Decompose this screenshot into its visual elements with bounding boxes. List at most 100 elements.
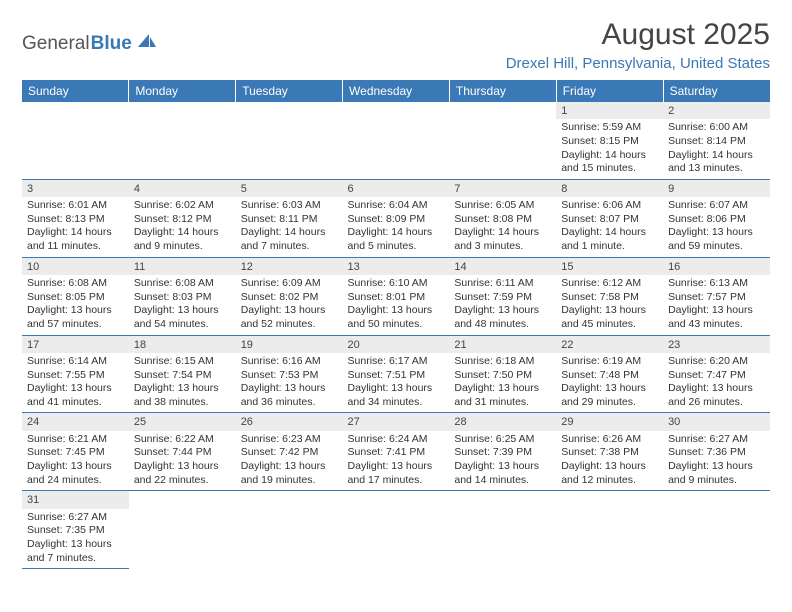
day-number: [129, 491, 236, 508]
day-line: and 3 minutes.: [454, 240, 551, 254]
day-line: and 15 minutes.: [561, 162, 658, 176]
day-number: 27: [343, 413, 450, 430]
calendar-cell: [236, 102, 343, 179]
day-line: and 57 minutes.: [27, 318, 124, 332]
day-line: and 54 minutes.: [134, 318, 231, 332]
day-line: Sunrise: 6:03 AM: [241, 199, 338, 213]
day-line: and 24 minutes.: [27, 474, 124, 488]
day-header-row: SundayMondayTuesdayWednesdayThursdayFrid…: [22, 80, 770, 102]
day-line: Sunrise: 6:17 AM: [348, 355, 445, 369]
day-number: [343, 491, 450, 508]
day-header: Saturday: [663, 80, 770, 102]
day-line: Sunset: 8:02 PM: [241, 291, 338, 305]
calendar-week: 31Sunrise: 6:27 AMSunset: 7:35 PMDayligh…: [22, 491, 770, 569]
day-line: and 31 minutes.: [454, 396, 551, 410]
day-number: 10: [22, 258, 129, 275]
day-body: Sunrise: 6:07 AMSunset: 8:06 PMDaylight:…: [663, 197, 770, 257]
brand-part1: General: [22, 33, 90, 55]
day-number: 4: [129, 180, 236, 197]
day-line: Sunset: 7:35 PM: [27, 524, 124, 538]
day-line: Daylight: 13 hours: [454, 304, 551, 318]
calendar-cell: 10Sunrise: 6:08 AMSunset: 8:05 PMDayligh…: [22, 257, 129, 335]
day-line: Daylight: 13 hours: [348, 460, 445, 474]
day-line: and 5 minutes.: [348, 240, 445, 254]
day-line: Sunrise: 6:20 AM: [668, 355, 765, 369]
day-line: Daylight: 13 hours: [27, 538, 124, 552]
day-line: and 17 minutes.: [348, 474, 445, 488]
day-body: Sunrise: 6:13 AMSunset: 7:57 PMDaylight:…: [663, 275, 770, 335]
calendar-cell: [22, 102, 129, 179]
day-line: Sunset: 7:57 PM: [668, 291, 765, 305]
calendar-cell: 29Sunrise: 6:26 AMSunset: 7:38 PMDayligh…: [556, 413, 663, 491]
day-line: and 7 minutes.: [241, 240, 338, 254]
day-line: and 50 minutes.: [348, 318, 445, 332]
day-line: Daylight: 13 hours: [561, 304, 658, 318]
day-body: Sunrise: 6:24 AMSunset: 7:41 PMDaylight:…: [343, 431, 450, 491]
day-line: Sunset: 8:03 PM: [134, 291, 231, 305]
day-line: Sunset: 7:47 PM: [668, 369, 765, 383]
day-line: Sunrise: 5:59 AM: [561, 121, 658, 135]
day-line: and 59 minutes.: [668, 240, 765, 254]
day-line: Sunset: 7:45 PM: [27, 446, 124, 460]
day-line: and 19 minutes.: [241, 474, 338, 488]
day-line: Daylight: 13 hours: [668, 226, 765, 240]
day-line: Sunset: 7:53 PM: [241, 369, 338, 383]
day-line: Sunrise: 6:25 AM: [454, 433, 551, 447]
calendar-cell: [236, 491, 343, 569]
day-line: and 43 minutes.: [668, 318, 765, 332]
day-line: Sunset: 7:55 PM: [27, 369, 124, 383]
calendar-cell: 6Sunrise: 6:04 AMSunset: 8:09 PMDaylight…: [343, 179, 450, 257]
day-line: and 14 minutes.: [454, 474, 551, 488]
day-line: Sunset: 7:48 PM: [561, 369, 658, 383]
day-line: Daylight: 14 hours: [27, 226, 124, 240]
title-block: August 2025 Drexel Hill, Pennsylvania, U…: [506, 18, 770, 72]
calendar-cell: 22Sunrise: 6:19 AMSunset: 7:48 PMDayligh…: [556, 335, 663, 413]
day-line: and 38 minutes.: [134, 396, 231, 410]
brand-logo: General Blue: [22, 32, 158, 55]
calendar-cell: 1Sunrise: 5:59 AMSunset: 8:15 PMDaylight…: [556, 102, 663, 179]
day-line: Sunrise: 6:07 AM: [668, 199, 765, 213]
day-line: Daylight: 13 hours: [454, 382, 551, 396]
calendar-cell: [556, 491, 663, 569]
day-line: Sunset: 7:39 PM: [454, 446, 551, 460]
day-line: Sunset: 8:12 PM: [134, 213, 231, 227]
calendar-week: 1Sunrise: 5:59 AMSunset: 8:15 PMDaylight…: [22, 102, 770, 179]
calendar-cell: 13Sunrise: 6:10 AMSunset: 8:01 PMDayligh…: [343, 257, 450, 335]
day-line: Sunrise: 6:27 AM: [27, 511, 124, 525]
calendar-week: 10Sunrise: 6:08 AMSunset: 8:05 PMDayligh…: [22, 257, 770, 335]
day-line: Daylight: 13 hours: [27, 460, 124, 474]
day-number: 11: [129, 258, 236, 275]
day-body: Sunrise: 6:22 AMSunset: 7:44 PMDaylight:…: [129, 431, 236, 491]
day-line: Sunset: 7:44 PM: [134, 446, 231, 460]
day-number: [22, 102, 129, 119]
day-number: 5: [236, 180, 343, 197]
day-line: Daylight: 13 hours: [241, 460, 338, 474]
day-line: Daylight: 13 hours: [454, 460, 551, 474]
day-line: Sunrise: 6:16 AM: [241, 355, 338, 369]
day-number: 25: [129, 413, 236, 430]
day-line: Sunrise: 6:21 AM: [27, 433, 124, 447]
day-header: Wednesday: [343, 80, 450, 102]
day-line: Daylight: 14 hours: [561, 149, 658, 163]
day-number: [343, 102, 450, 119]
day-line: Sunset: 7:42 PM: [241, 446, 338, 460]
day-line: Daylight: 13 hours: [27, 304, 124, 318]
day-body: Sunrise: 6:17 AMSunset: 7:51 PMDaylight:…: [343, 353, 450, 413]
calendar-cell: 31Sunrise: 6:27 AMSunset: 7:35 PMDayligh…: [22, 491, 129, 569]
day-line: Sunset: 7:41 PM: [348, 446, 445, 460]
day-line: and 1 minute.: [561, 240, 658, 254]
day-number: 15: [556, 258, 663, 275]
day-body: Sunrise: 6:10 AMSunset: 8:01 PMDaylight:…: [343, 275, 450, 335]
day-number: 1: [556, 102, 663, 119]
day-line: Daylight: 13 hours: [241, 304, 338, 318]
calendar-cell: 18Sunrise: 6:15 AMSunset: 7:54 PMDayligh…: [129, 335, 236, 413]
day-line: Daylight: 13 hours: [27, 382, 124, 396]
day-line: Sunset: 8:14 PM: [668, 135, 765, 149]
day-body: Sunrise: 6:03 AMSunset: 8:11 PMDaylight:…: [236, 197, 343, 257]
day-line: and 22 minutes.: [134, 474, 231, 488]
day-number: 17: [22, 336, 129, 353]
calendar-cell: [449, 491, 556, 569]
day-header: Tuesday: [236, 80, 343, 102]
day-line: Sunrise: 6:24 AM: [348, 433, 445, 447]
day-line: Sunset: 7:36 PM: [668, 446, 765, 460]
